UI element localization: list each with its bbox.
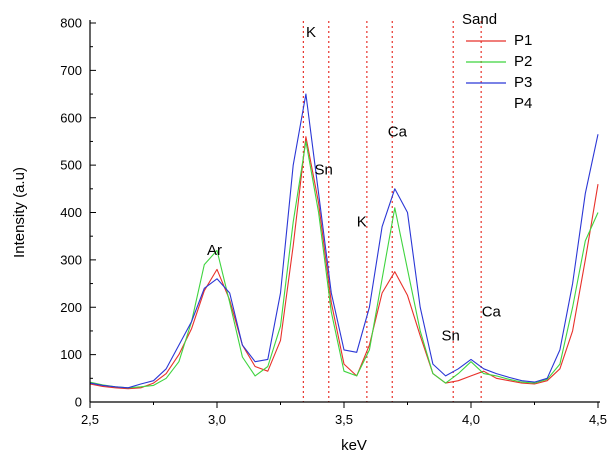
annotation-k-1: K [306,24,316,41]
y-tick-label-600: 600 [60,110,82,125]
y-tick-label-400: 400 [60,205,82,220]
y-tick-label-700: 700 [60,63,82,78]
y-tick-label-500: 500 [60,158,82,173]
plot-area: Ar K Sn Ca K Sn Ca [89,21,599,402]
x-tick-label-3: 4,0 [462,412,480,427]
x-tick-label-1: 3,0 [208,412,226,427]
annotation-sn-2: Sn [315,162,333,179]
y-tick-label-0: 0 [75,395,82,410]
y-tick-label-300: 300 [60,252,82,267]
annotation-k-4: K [357,214,367,231]
y-tick-label-100: 100 [60,347,82,362]
legend-label-p3: P3 [514,74,532,91]
annotation-ar-0: Ar [207,242,222,259]
annotation-ca-6: Ca [482,304,502,321]
series-p1-line [89,136,599,390]
annotation-ca-3: Ca [388,124,408,141]
legend: Sand P1 P2 P3 P4 [462,11,532,112]
annotation-sn-5: Sn [442,327,460,344]
x-tick-label-0: 2,5 [81,412,99,427]
x-tick-label-4: 4,5 [589,412,607,427]
axes: 0 100 200 300 400 500 600 700 800 2,5 3,0 3,5 4,0 4,5 [60,16,607,428]
y-tick-label-800: 800 [60,16,82,31]
series-p2-line [89,140,599,389]
legend-label-p2: P2 [514,53,532,70]
legend-title: Sand [462,11,497,28]
x-axis-title: keV [341,437,367,454]
legend-label-p4: P4 [514,95,532,112]
y-tick-label-200: 200 [60,300,82,315]
y-axis-title: Intensity (a.u) [11,167,28,258]
series-p3-line [89,93,599,389]
x-tick-label-2: 3,5 [335,412,353,427]
legend-label-p1: P1 [514,32,532,49]
